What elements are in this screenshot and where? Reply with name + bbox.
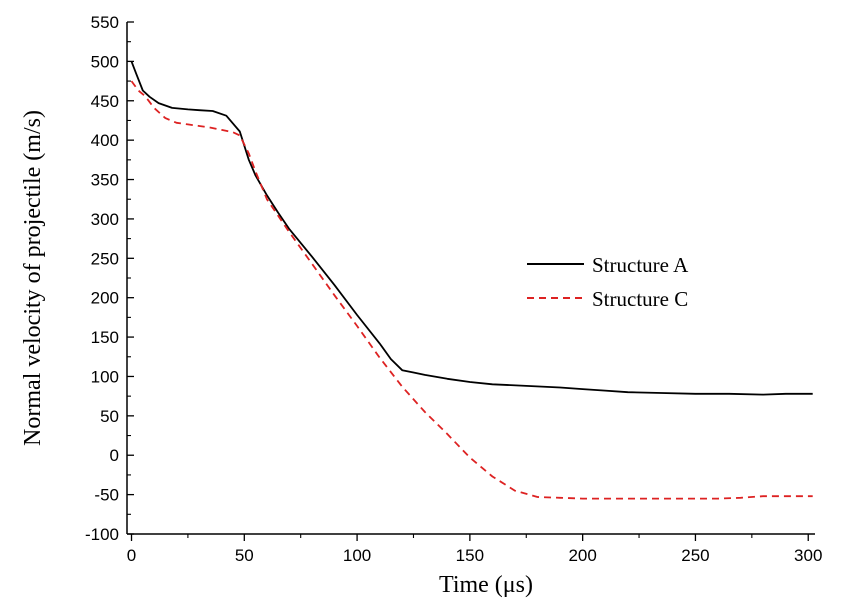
x-axis-title: Time (μs) (439, 572, 533, 598)
series-layer (130, 61, 813, 500)
x-tick-label: 200 (568, 546, 596, 565)
axes-frame (126, 22, 815, 535)
y-tick-label: 150 (91, 328, 119, 347)
y-tick-label: 100 (91, 367, 119, 386)
legend-label-structure-c: Structure C (592, 287, 688, 311)
y-tick-label: 550 (91, 13, 119, 32)
y-tick-label: 300 (91, 210, 119, 229)
y-tick-label: 350 (91, 171, 119, 190)
y-tick-label: 200 (91, 289, 119, 308)
series-line-structure-a (130, 61, 813, 396)
y-tick-label: -100 (85, 525, 119, 544)
x-tick-label: 250 (681, 546, 709, 565)
x-tick-label: 50 (235, 546, 254, 565)
x-tick-label: 100 (343, 546, 371, 565)
y-axis-title: Normal velocity of projectile (m/s) (20, 110, 46, 446)
x-tick-label: 150 (456, 546, 484, 565)
legend: Structure A Structure C (527, 253, 689, 311)
x-tick-label: 300 (794, 546, 822, 565)
series-line-structure-c (130, 80, 813, 500)
x-tick-label: 0 (127, 546, 136, 565)
y-tick-label: 400 (91, 131, 119, 150)
y-tick-label: -50 (94, 486, 119, 505)
y-axis-ticks: -100 -50 0 50 100 150 200 250 300 350 400 450 500 550 (85, 13, 134, 544)
y-tick-label: 50 (100, 407, 119, 426)
x-axis-ticks: 0 50 100 150 200 250 300 (127, 534, 822, 565)
y-tick-label: 250 (91, 249, 119, 268)
y-tick-label: 500 (91, 52, 119, 71)
y-tick-label: 0 (110, 446, 119, 465)
legend-label-structure-a: Structure A (592, 253, 689, 277)
y-tick-label: 450 (91, 92, 119, 111)
